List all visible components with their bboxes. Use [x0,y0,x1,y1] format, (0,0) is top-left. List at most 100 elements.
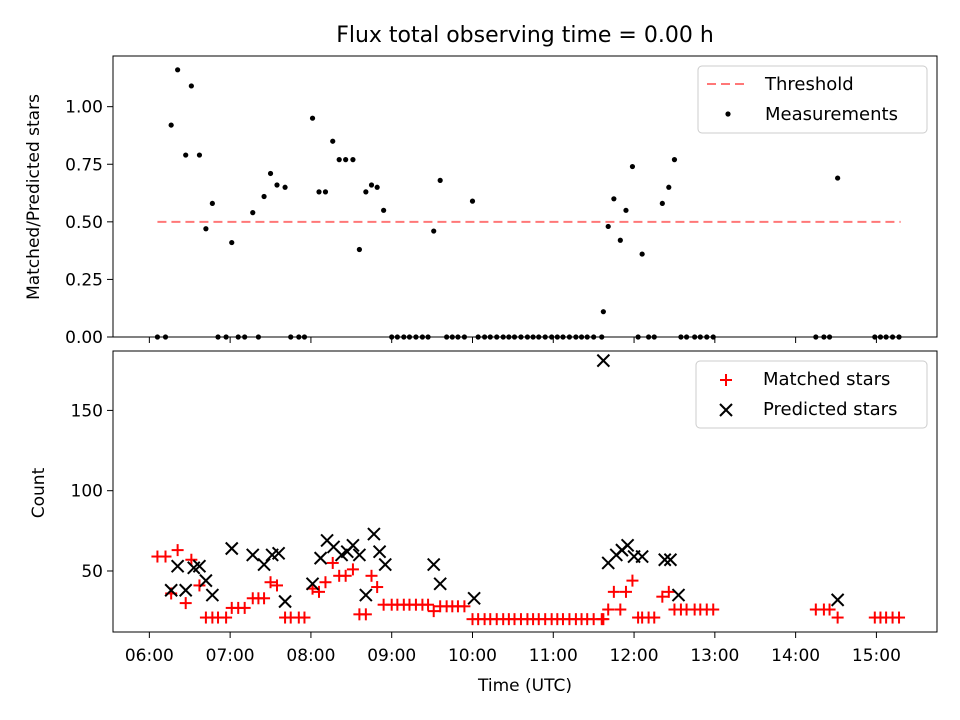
matched-star-point [238,601,251,614]
predicted-star-point [596,353,611,368]
x-stroke-b [433,577,447,591]
top-legend-box [697,65,928,134]
measurement-point [336,157,342,163]
matched-star-point [626,574,639,587]
x-stroke-b [658,553,672,567]
x-stroke-b [372,545,387,559]
x-stroke-b [305,577,320,591]
bottom-x-axis-label: Time (UTC) [477,676,572,696]
measurement-point [267,170,274,177]
matched-star-point [427,605,440,618]
x-tick-label: 10:00 [448,646,497,666]
predicted-stars-series [164,353,845,609]
top-y-axis-label: Matched/Predicted stars [24,94,44,300]
matched-star-point [458,600,471,613]
x-stroke-b [178,583,193,597]
measurement-point [175,67,181,73]
predicted-legend-swatch [719,403,733,417]
matched-star-point [179,597,192,610]
predicted-star-point [257,557,271,572]
predicted-star-point [367,527,381,541]
measurement-point [229,239,235,246]
matched-star-point [159,550,172,563]
x-stroke-b [427,557,441,572]
predicted-star-point [378,557,392,572]
matched-star-point [298,611,311,624]
predicted-star-point [467,591,481,605]
measurement-point [835,175,841,181]
x-tick-label: 13:00 [690,646,739,666]
predicted-star-point [427,557,441,572]
predicted-star-point [313,551,328,565]
measurements-legend-label: Measurements [765,104,898,125]
y-tick-label: 1.00 [65,98,103,118]
measurement-point [363,189,369,195]
x-stroke-b [246,548,260,562]
x-stroke-b [467,591,481,605]
x-stroke-b [620,538,635,552]
predicted-star-point [178,583,193,597]
x-tick-label: 06:00 [125,646,174,666]
measurement-point [274,182,280,188]
measurement-point [250,210,256,216]
matched-star-point [607,585,620,598]
bottom-legend-box [695,360,928,429]
x-stroke-b [199,573,213,588]
measurement-point [469,198,476,204]
x-stroke-b [170,559,185,573]
measurement-point [381,207,387,213]
matched-star-point [193,579,206,592]
measurement-point [374,184,380,190]
x-stroke-b [164,583,178,597]
predicted-star-point [352,548,367,562]
x-stroke-b [225,541,239,556]
matched-star-point [313,585,325,598]
matched-star-point [656,590,669,603]
measurement-point [343,157,349,163]
matched-star-point [326,556,339,569]
matched-star-point [319,576,332,589]
threshold-legend-label: Threshold [764,74,854,95]
predicted-star-point [620,538,635,552]
measurement-point [639,251,645,257]
bottom-panel: Count Time (UTC) 50 100 150 06:00 07:00 08:0… [29,350,938,696]
x-stroke-b [313,551,328,565]
measurement-point [431,228,437,234]
measurement-point [196,152,203,158]
predicted-star-point [246,548,260,562]
measurement-point [671,157,678,163]
predicted-star-point [359,588,373,602]
measurement-point [316,189,322,195]
predicted-star-point [433,577,447,591]
predicted-star-point [199,573,213,588]
x-stroke-b [205,588,220,602]
x-tick-label: 12:00 [610,646,659,666]
matched-star-point [339,569,352,582]
matched-star-point [602,603,615,616]
measurement-point [261,193,267,200]
x-stroke-b [278,594,292,609]
x-stroke-b [596,353,611,368]
predicted-star-point [830,593,845,607]
matched-star-point [707,603,720,616]
measurement-point [203,226,209,232]
predicted-star-point [346,538,360,552]
bottom-y-ticks: 50 100 150 [71,401,113,582]
matched-star-point [597,613,610,626]
y-tick-label: 150 [71,401,103,421]
predicted-star-point [658,553,672,567]
bottom-axes-frame [112,350,938,633]
matched-star-point [346,563,359,576]
predicted-legend-label: Predicted stars [763,399,897,420]
matched-star-point [893,611,906,624]
measurement-point [309,115,316,121]
predicted-star-point [170,559,185,573]
matched-star-point [831,611,844,624]
measurement-point [282,184,288,190]
measurement-point [659,200,665,207]
top-panel: Flux total observing time = 0.00 h Match… [24,23,938,348]
predicted-star-point [192,559,207,573]
predicted-star-point [372,545,387,559]
matched-star-point [614,603,627,616]
